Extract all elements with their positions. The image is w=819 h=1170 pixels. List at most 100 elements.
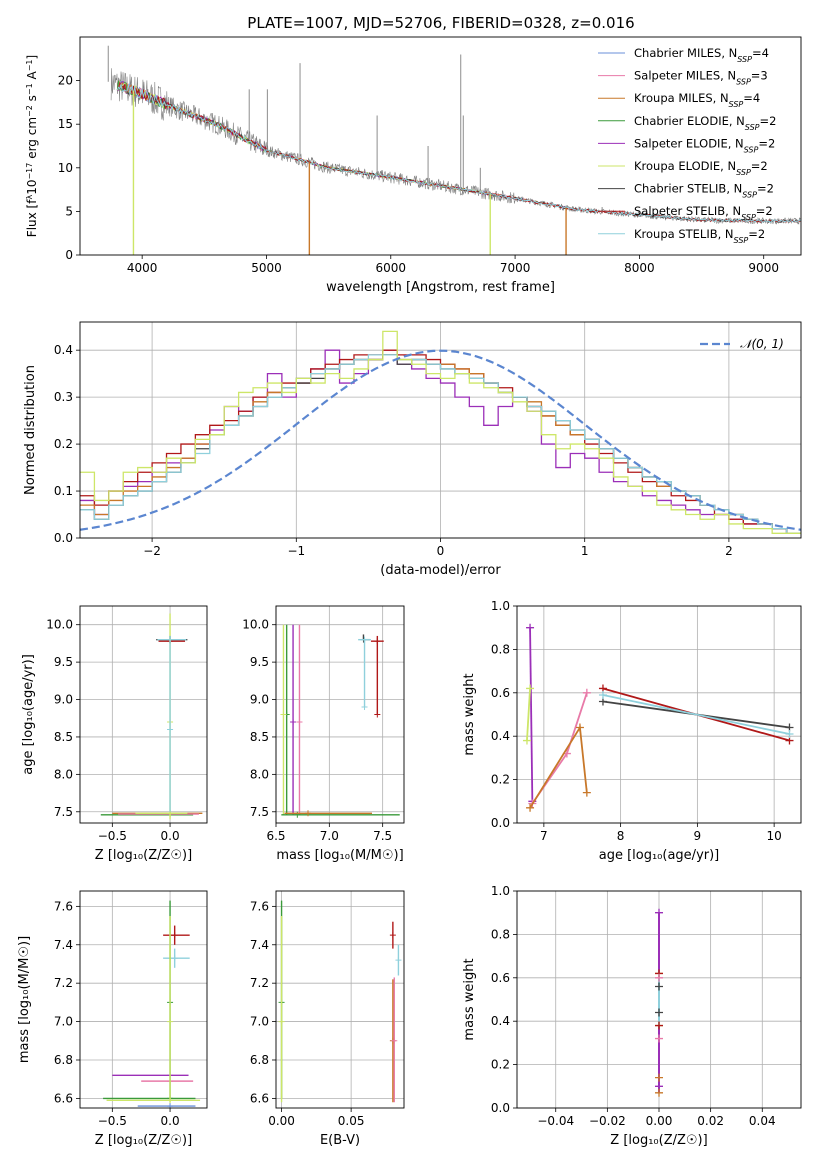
legend-text: Chabrier ELODIE, N — [634, 114, 745, 128]
legend-label: Chabrier STELIB, NSSP=2 — [634, 182, 774, 200]
model-spectrum — [116, 85, 801, 224]
axes-frame — [79, 890, 208, 1109]
weight-marker — [785, 730, 794, 739]
legend-text: Salpeter STELIB, N — [634, 204, 741, 218]
y-tick-label: 7.0 — [54, 1015, 73, 1029]
errorbar — [283, 624, 290, 816]
y-tick-label: 9.0 — [54, 693, 73, 707]
y-tick-label: 15 — [58, 117, 73, 131]
x-tick-label: 7.5 — [373, 829, 392, 843]
y-tick-label: 0.3 — [54, 390, 73, 404]
model-spectrum — [116, 83, 801, 223]
y-tick-label: 0 — [65, 248, 73, 262]
weight-marker — [655, 1073, 663, 1082]
weight-marker — [655, 1008, 663, 1017]
x-axis-label: (data-model)/error — [380, 563, 501, 578]
legend-label: Salpeter STELIB, NSSP=2 — [634, 204, 773, 222]
x-tick-label: −2 — [143, 544, 161, 558]
errorbar-marker — [361, 704, 368, 711]
x-tick-label: 0.05 — [338, 1114, 365, 1128]
x-tick-label: 7000 — [500, 261, 531, 275]
legend-text: =2 — [751, 159, 768, 173]
x-tick-label: 6000 — [376, 261, 407, 275]
y-tick-label: 7.6 — [54, 899, 73, 913]
legend-text: Kroupa MILES, N — [634, 91, 729, 105]
errorbar — [163, 925, 190, 945]
label-part: erg cm — [25, 117, 39, 163]
y-tick-label: 0.0 — [491, 1101, 510, 1115]
legend-label: Salpeter MILES, NSSP=3 — [634, 69, 768, 87]
y-tick-label: 0.8 — [491, 642, 510, 656]
axes-frame — [79, 605, 208, 824]
errorbar — [391, 977, 398, 1103]
y-axis-label: age [log₁₀(age/yr)] — [21, 654, 36, 775]
y-tick-label: 0.4 — [491, 729, 510, 743]
x-tick-label: 0.04 — [749, 1114, 776, 1128]
y-tick-label: 7.6 — [250, 899, 269, 913]
legend-text: Kroupa ELODIE, N — [634, 159, 736, 173]
errorbar-marker — [395, 957, 402, 964]
x-tick-label: 8000 — [624, 261, 655, 275]
legend-text: =2 — [748, 227, 765, 241]
legend-label: Chabrier ELODIE, NSSP=2 — [634, 114, 776, 132]
y-tick-label: 5 — [65, 204, 73, 218]
weight-marker — [655, 982, 663, 991]
y-tick-label: 7.4 — [54, 938, 73, 952]
y-tick-label: 0.2 — [491, 1058, 510, 1072]
errorbar — [389, 921, 396, 949]
y-tick-label: 0.0 — [54, 531, 73, 545]
y-tick-label: 7.2 — [250, 976, 269, 990]
label-part: −1 — [25, 59, 34, 71]
errorbar — [163, 948, 190, 968]
x-tick-label: 6.5 — [266, 829, 285, 843]
legend-text: =2 — [760, 114, 777, 128]
weight-marker — [655, 908, 663, 917]
x-tick-label: −0.5 — [98, 1114, 127, 1128]
x-tick-label: 2 — [725, 544, 733, 558]
x-axis-label: Z [log₁₀(Z/Z☉)] — [95, 848, 192, 863]
x-tick-label: −0.02 — [589, 1114, 626, 1128]
histogram-step — [80, 354, 801, 534]
y-tick-label: 9.5 — [54, 655, 73, 669]
weight-marker — [655, 973, 663, 982]
errorbar — [278, 915, 285, 1103]
y-tick-label: 0.8 — [491, 927, 510, 941]
x-tick-label: 9 — [694, 829, 702, 843]
errorbar — [141, 1078, 194, 1085]
errorbar — [296, 624, 303, 816]
legend-text: =2 — [757, 182, 774, 196]
weight-marker — [598, 690, 607, 699]
weight-lines — [522, 623, 794, 812]
x-tick-label: 1 — [581, 544, 589, 558]
legend-label: Kroupa MILES, NSSP=4 — [634, 91, 760, 109]
legend-text: =4 — [752, 46, 769, 60]
y-tick-label: 0.1 — [54, 484, 73, 498]
y-axis-label: mass weight — [462, 958, 477, 1040]
axes: −2 −1 0 1 2 0.0 0.1 0.2 0.3 0.4 (data-model)/error… — [23, 321, 802, 578]
y-tick-label: 0.4 — [491, 1014, 510, 1028]
weight-marker — [655, 1021, 663, 1030]
errorbar — [137, 1103, 196, 1108]
legend-text: =2 — [756, 204, 773, 218]
y-tick-label: 0.2 — [491, 773, 510, 787]
legend-text: =3 — [751, 69, 768, 83]
label-part: λ — [25, 195, 34, 200]
errorbar-marker — [167, 726, 174, 733]
x-tick-label: 0.02 — [697, 1114, 724, 1128]
x-tick-label: 0.00 — [268, 1114, 295, 1128]
x-tick-label: 0.0 — [161, 829, 180, 843]
y-tick-label: 6.6 — [54, 1091, 73, 1105]
legend-label: Salpeter ELODIE, NSSP=2 — [634, 136, 775, 154]
errorbar-marker — [171, 932, 178, 939]
label-part: s — [25, 95, 39, 105]
chart-title: PLATE=1007, MJD=52706, FIBERID=0328, z=0… — [247, 14, 634, 32]
legend-text: Chabrier MILES, N — [634, 46, 737, 60]
axes: 6.5 7.0 7.5 7.5 8.0 8.5 9.0 9.5 10.0 mass [log₁₀(… — [242, 605, 405, 863]
legend-text: =4 — [743, 91, 760, 105]
y-axis-label: Normed distribution — [23, 365, 38, 495]
axes: 0.00 0.05 6.6 6.8 7.0 7.2 7.4 7.6 E(B-V) — [250, 890, 405, 1148]
legend-text: Kroupa STELIB, N — [634, 227, 734, 241]
y-tick-label: 0.4 — [54, 343, 73, 357]
weight-marker — [526, 684, 535, 693]
